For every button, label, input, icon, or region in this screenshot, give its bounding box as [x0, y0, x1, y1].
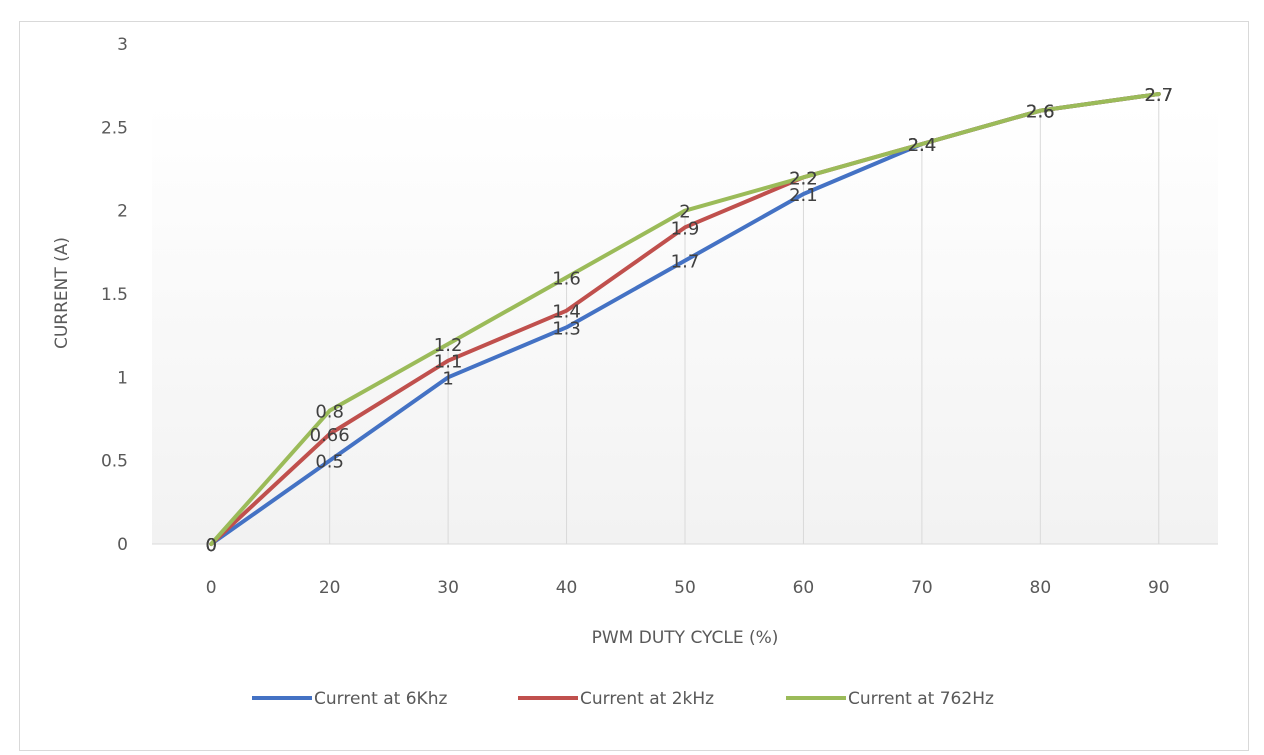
data-label: 2.2 — [789, 168, 818, 189]
data-label: 2.7 — [1144, 85, 1173, 106]
data-label: 1.1 — [434, 352, 463, 373]
x-tick-label: 90 — [1148, 578, 1170, 598]
data-label: 2.7 — [1144, 85, 1173, 106]
data-label: 2.2 — [789, 168, 818, 189]
data-label: 1.7 — [671, 252, 700, 273]
legend-label: Current at 2kHz — [580, 689, 714, 709]
x-tick-label: 30 — [437, 578, 459, 598]
data-label: 2.4 — [908, 135, 937, 156]
x-tick-label: 0 — [206, 578, 217, 598]
data-label: 0.5 — [315, 452, 344, 473]
data-label: 1.2 — [434, 335, 463, 356]
x-tick-label: 40 — [556, 578, 578, 598]
data-label: 1.6 — [552, 268, 581, 289]
data-label: 1 — [442, 368, 453, 389]
data-label: 2.4 — [908, 135, 937, 156]
legend-label: Current at 6Khz — [314, 689, 447, 709]
y-tick-label: 0.5 — [101, 452, 128, 472]
y-tick-label: 2.5 — [101, 118, 128, 138]
y-tick-label: 1.5 — [101, 285, 128, 305]
data-label: 0 — [205, 535, 216, 556]
series-lines — [209, 92, 1161, 546]
data-label: 0 — [205, 535, 216, 556]
x-axis-ticks: 0 20 30 40 50 60 70 80 90 — [206, 578, 1170, 598]
data-label: 2.7 — [1144, 85, 1173, 106]
data-label: 0 — [205, 535, 216, 556]
x-tick-label: 50 — [674, 578, 696, 598]
drop-lines — [329, 94, 1160, 544]
data-label: 1.3 — [552, 318, 581, 339]
series-line-2 — [209, 92, 1161, 546]
x-tick-label: 80 — [1030, 578, 1052, 598]
x-tick-label: 70 — [911, 578, 933, 598]
data-label: 1.4 — [552, 302, 581, 323]
y-tick-label: 0 — [117, 535, 128, 555]
x-tick-label: 20 — [319, 578, 341, 598]
y-tick-label: 2 — [117, 202, 128, 222]
y-tick-label: 3 — [117, 35, 128, 55]
data-label: 2.6 — [1026, 102, 1055, 123]
y-tick-label: 1 — [117, 368, 128, 388]
data-label: 2.1 — [789, 185, 818, 206]
legend-label: Current at 762Hz — [848, 689, 994, 709]
data-label: 1.9 — [671, 218, 700, 239]
data-label: 2.4 — [908, 135, 937, 156]
legend: Current at 6Khz Current at 2kHz Current at… — [252, 689, 994, 709]
data-labels: 00.511.31.72.12.42.62.700.661.11.41.92.2… — [205, 85, 1173, 556]
y-axis-ticks: 0 0.5 1 1.5 2 2.5 3 — [101, 35, 128, 555]
data-label: 2 — [679, 202, 690, 223]
y-axis-title: CURRENT (A) — [52, 237, 72, 349]
data-label: 0.66 — [310, 425, 350, 446]
x-axis-title: PWM DUTY CYCLE (%) — [592, 628, 779, 648]
x-tick-label: 60 — [793, 578, 815, 598]
data-label: 0.8 — [315, 402, 344, 423]
data-label: 2.6 — [1026, 102, 1055, 123]
data-label: 2.6 — [1026, 102, 1055, 123]
